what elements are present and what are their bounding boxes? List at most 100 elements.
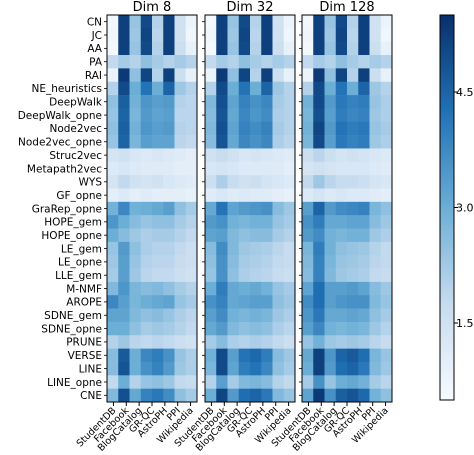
heatmap-cell [272, 95, 285, 109]
heatmap-cell [174, 255, 187, 269]
heatmap-cell [107, 375, 119, 389]
heatmap-cell [163, 188, 175, 203]
heatmap-cell [358, 255, 370, 269]
heatmap-cell [152, 68, 164, 83]
heatmap-cell [380, 135, 393, 149]
heatmap-cell [118, 55, 130, 69]
heatmap-cell [358, 135, 370, 149]
panel-title: Dim 32 [227, 0, 274, 15]
heatmap-cell [107, 81, 119, 96]
heatmap-cell [163, 348, 175, 363]
heatmap-cell [227, 28, 240, 42]
heatmap-cell [216, 281, 228, 296]
heatmap-cell [324, 108, 337, 123]
heatmap-cell [369, 361, 382, 376]
heatmap-cell [118, 388, 130, 403]
heatmap-cell [107, 161, 119, 176]
heatmap-cell [358, 295, 370, 309]
heatmap-cell [185, 335, 198, 349]
heatmap-cell [174, 215, 187, 229]
heatmap-cell [250, 15, 262, 29]
heatmap-cell [302, 175, 314, 189]
heatmap-cell [369, 28, 382, 42]
heatmap-cell [324, 348, 337, 363]
heatmap-cell [369, 188, 382, 203]
heatmap-cell [283, 41, 296, 56]
heatmap-cell [358, 375, 370, 389]
heatmap-cell [185, 321, 198, 336]
heatmap-cell [313, 281, 325, 296]
heatmap-cell [335, 361, 348, 376]
heatmap-cell [272, 68, 285, 83]
heatmap-cell [129, 175, 142, 189]
heatmap-cell [324, 95, 337, 109]
heatmap-cell [185, 55, 198, 69]
heatmap-cell [163, 135, 175, 149]
heatmap-cell [107, 188, 119, 203]
heatmap-cell [261, 335, 273, 349]
heatmap-cell [380, 375, 393, 389]
heatmap-cell [369, 268, 382, 283]
heatmap-cell [152, 335, 164, 349]
heatmap-cell [283, 15, 296, 29]
heatmap-cell [302, 215, 314, 229]
heatmap-cell [347, 15, 359, 29]
heatmap-cell [129, 15, 142, 29]
heatmap-cell [313, 161, 325, 176]
heatmap-cell [118, 308, 130, 323]
heatmap-cell [261, 135, 273, 149]
heatmap-cell [283, 308, 296, 323]
heatmap-cell [272, 55, 285, 69]
method-label: NE_heuristics [32, 83, 103, 95]
heatmap-cell [118, 335, 130, 349]
heatmap-cell [283, 295, 296, 309]
heatmap-cell [302, 55, 314, 69]
heatmap-cell [324, 255, 337, 269]
heatmap-cell [107, 268, 119, 283]
heatmap-cell [302, 268, 314, 283]
heatmap-cell [185, 375, 198, 389]
heatmap-cell [140, 81, 153, 96]
heatmap-cell [369, 281, 382, 296]
heatmap-cell [272, 375, 285, 389]
heatmap-cell [324, 375, 337, 389]
heatmap-cell [174, 321, 187, 336]
heatmap-cell [216, 55, 228, 69]
heatmap-cell [140, 108, 153, 123]
heatmap-cell [163, 335, 175, 349]
heatmap-cell [283, 55, 296, 69]
heatmap-cell [324, 228, 337, 243]
heatmap-cell [369, 55, 382, 69]
heatmap-cell [185, 308, 198, 323]
heatmap-cell [261, 255, 273, 269]
heatmap-cell [152, 228, 164, 243]
heatmap-cell [283, 335, 296, 349]
heatmap-cell [335, 188, 348, 203]
heatmap-cell [272, 335, 285, 349]
heatmap-cell [261, 55, 273, 69]
heatmap-cell [227, 308, 240, 323]
heatmap-cell [185, 68, 198, 83]
heatmap-cell [174, 15, 187, 29]
heatmap-cell [227, 281, 240, 296]
heatmap-cell [347, 41, 359, 56]
heatmap-cell [205, 255, 217, 269]
heatmap-cell [302, 295, 314, 309]
heatmap-cell [238, 321, 251, 336]
heatmap-cell [227, 361, 240, 376]
heatmap-cell [216, 255, 228, 269]
heatmap-cell [283, 201, 296, 216]
heatmap-cell [140, 201, 153, 216]
heatmap-cell [152, 55, 164, 69]
heatmap-cell [335, 135, 348, 149]
heatmap-cell [380, 228, 393, 243]
heatmap-cell [152, 388, 164, 403]
heatmap-cell [216, 308, 228, 323]
heatmap-cell [118, 81, 130, 96]
heatmap-cell [335, 55, 348, 69]
heatmap-cell [283, 121, 296, 136]
heatmap-cell [152, 201, 164, 216]
heatmap-cell [272, 121, 285, 136]
heatmap-cell [152, 375, 164, 389]
method-label: CNE [80, 390, 102, 402]
